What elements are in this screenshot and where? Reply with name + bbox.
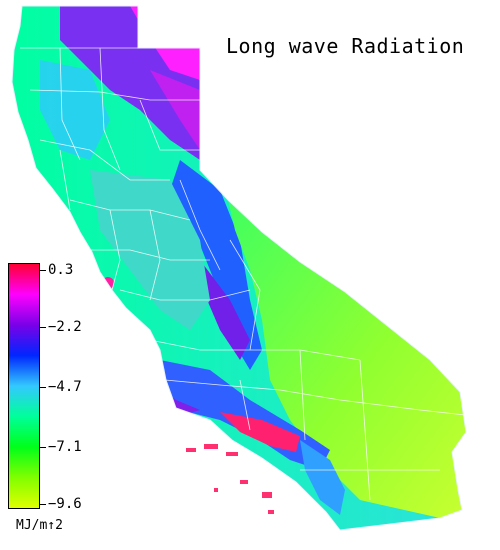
map-title: Long wave Radiation (226, 34, 465, 58)
county-lines (20, 47, 466, 501)
tick-mark (40, 327, 46, 328)
tick-label: −2.2 (48, 319, 82, 335)
tick-mark (40, 387, 46, 388)
tick-label-max: 0.3 (48, 262, 74, 278)
tick-mark (40, 447, 46, 448)
channel-islands (186, 444, 274, 514)
tick-mark (40, 270, 46, 271)
tick-label: −4.7 (48, 379, 82, 395)
tick-label: −7.1 (48, 439, 82, 455)
tick-mark (40, 504, 46, 505)
tick-label-min: −9.6 (48, 496, 82, 512)
color-scale-bar (8, 263, 40, 509)
state-outline (11, 5, 467, 531)
unit-label: MJ/m↑2 (16, 518, 63, 533)
